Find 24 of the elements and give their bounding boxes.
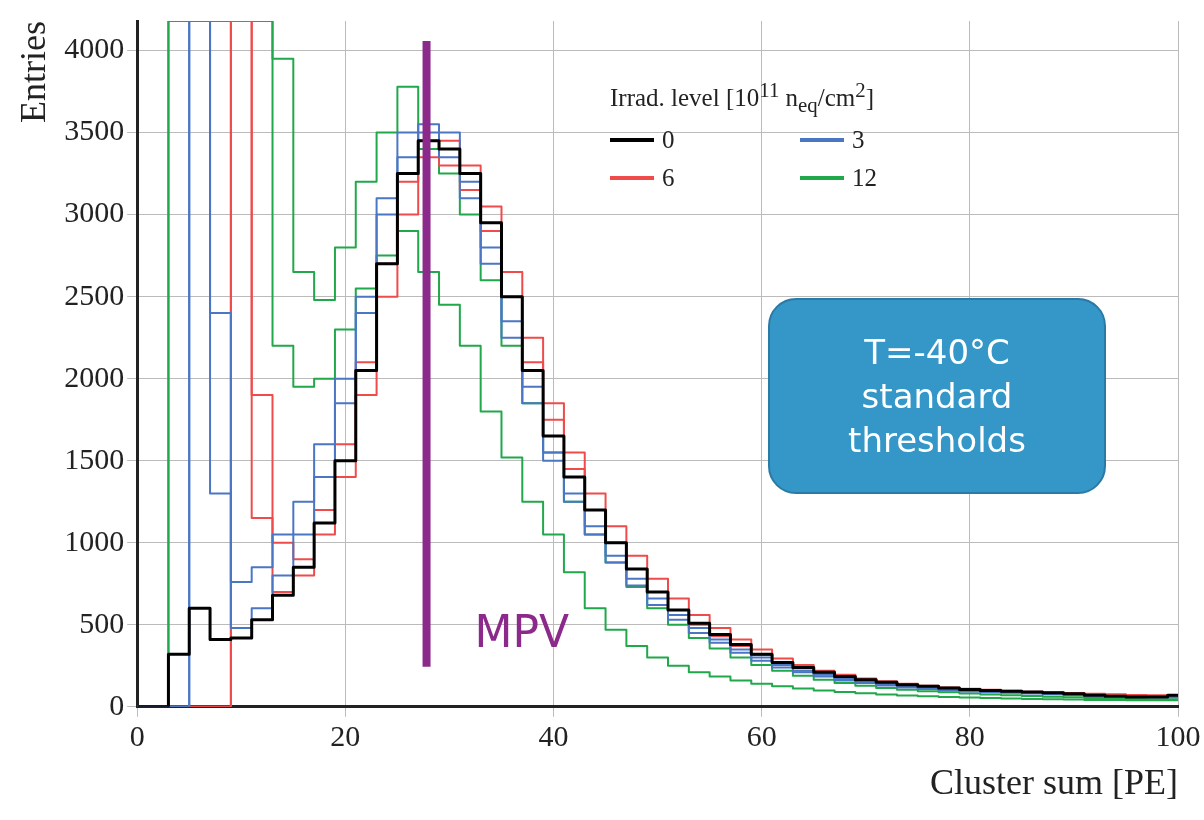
x-axis-title: Cluster sum [PE] xyxy=(930,761,1178,802)
y-axis-title: Entries xyxy=(13,21,54,123)
legend-label: 12 xyxy=(852,164,877,193)
rounded-box: T=-40°C standard thresholds xyxy=(768,298,1106,494)
y-tick-label: 3000 xyxy=(64,195,125,229)
x-tick-label: 20 xyxy=(330,718,361,752)
annotation: T=-40°C standard thresholds xyxy=(847,330,1027,463)
legend-label: 3 xyxy=(852,126,865,155)
y-tick-label: 0 xyxy=(109,687,125,721)
y-tick-label: 2500 xyxy=(64,277,125,311)
ref-line-label: MPV xyxy=(474,605,570,657)
y-tick-label: 4000 xyxy=(64,31,125,65)
x-tick-label: 100 xyxy=(1155,718,1201,752)
y-tick-label: 1500 xyxy=(64,441,125,475)
y-tick-label: 500 xyxy=(79,605,125,639)
y-tick-label: 2000 xyxy=(64,359,125,393)
x-tick-label: 40 xyxy=(538,718,569,752)
legend-label: 0 xyxy=(662,126,675,155)
legend-label: 6 xyxy=(662,164,675,193)
y-tick-label: 3500 xyxy=(64,113,125,147)
x-tick-label: 80 xyxy=(954,718,985,752)
x-tick-label: 60 xyxy=(746,718,777,752)
legend-title: Irrad. level [10$^{11}$ n$_{eq}$/cm$^{2}$] xyxy=(610,78,875,119)
y-tick-label: 1000 xyxy=(64,523,125,557)
